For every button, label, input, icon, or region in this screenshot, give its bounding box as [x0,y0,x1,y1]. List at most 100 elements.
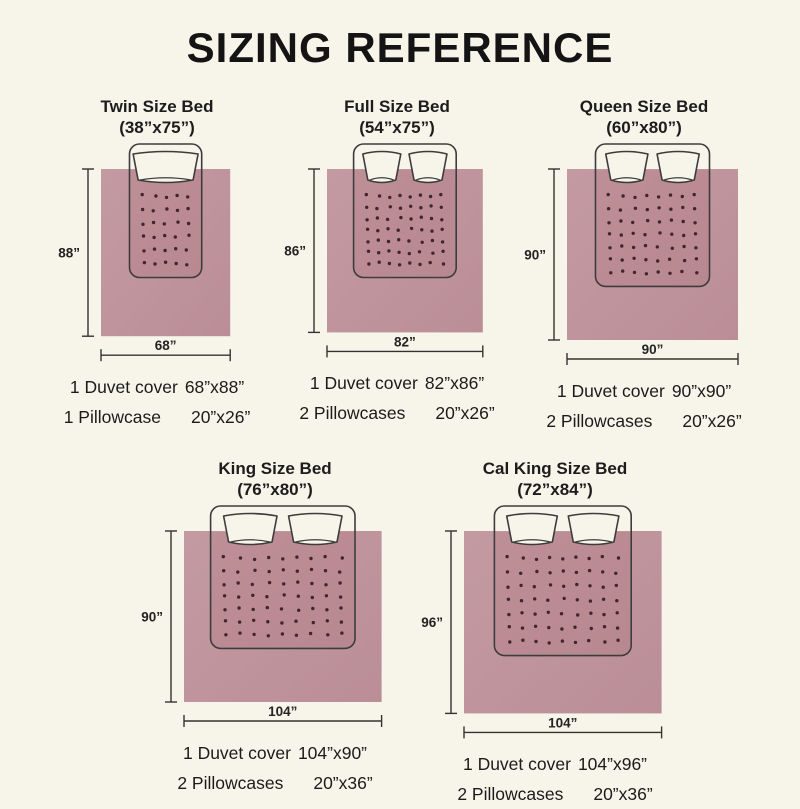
quilt-dot [266,620,270,624]
quilt-dot [251,593,255,597]
pillow-icon [655,150,700,184]
sheet-overlay [495,532,631,655]
duvet-cover-label: 1 Duvet cover [69,377,178,397]
quilt-dot [163,260,167,264]
quilt-dot [397,263,402,267]
quilt-dot [587,568,592,573]
bed-name: Full Size Bed [344,97,450,116]
quilt-dot [265,605,269,610]
quilt-dot [162,248,167,253]
quilt-dot [619,244,623,248]
quilt-dot [398,193,402,198]
quilt-dot [681,244,686,249]
quilt-dot [250,582,254,587]
quilt-dot [620,194,625,198]
pillow-fold-line [663,177,692,181]
quilt-dot [644,272,648,276]
quilt-dot [520,626,525,630]
quilt-dot [547,641,551,645]
quilt-dot [417,250,422,254]
quilt-dot [562,584,566,588]
pillow-icon [567,512,620,546]
quilt-dot [409,226,414,231]
pillow-fold-line [575,539,613,543]
width-dimension [99,349,231,362]
quilt-dot [574,555,578,559]
quilt-dot [408,195,412,199]
bed-mattress-size: (38”x75”) [119,118,195,137]
quilt-dot [440,227,444,231]
pillowcase-label: 1 Pillowcase [63,407,161,427]
quilt-dot [667,271,672,275]
quilt-dot [600,554,604,559]
quilt-dot [267,580,272,585]
quilt-dot [252,618,256,622]
quilt-dot [366,249,371,253]
quilt-dot [325,608,329,612]
quilt-dot [643,243,647,248]
quilt-dot [325,619,329,623]
quilt-dot [614,571,618,575]
quilt-dot [614,583,618,588]
quilt-dot [608,257,612,261]
quilt-dot [375,216,380,220]
quilt-dot [670,246,674,250]
quilt-dot [237,606,241,610]
quilt-dot [616,556,621,560]
quilt-dot [419,206,423,210]
quilt-dot [387,249,391,253]
quilt-dot [682,258,686,263]
quilt-dot [338,581,342,585]
quilt-dot [152,247,156,251]
quilt-dot [607,246,612,250]
width-dimension [326,345,484,358]
quilt-dot [323,569,328,573]
bed-name: Cal King Size Bed [482,459,628,478]
quilt-dot [615,599,619,603]
quilt-dot [397,238,401,242]
quilt-dot [185,206,190,211]
quilt-dot [618,208,622,212]
bed-diagram-svg: 86” 82” [284,143,484,358]
quilt-dot [680,194,684,199]
quilt-dot [693,246,698,250]
quilt-dot [546,598,550,602]
quilt-dot [532,585,536,589]
quilt-dot [340,631,344,635]
quilt-dot [253,568,257,572]
quilt-dot [164,207,169,211]
quilt-dot [520,611,524,615]
pillowcase-size: 20”x26” [190,407,251,427]
quilt-dot [430,238,435,243]
quilt-dot [252,557,257,562]
quilt-dot [396,228,400,232]
bed-item-lines: 1 Duvet cover 90”x90” 2 Pillowcases 20”x… [546,376,741,436]
pillow-icon [362,150,402,184]
quilt-dot [364,192,368,197]
quilt-dot [576,613,580,617]
quilt-dot [236,581,240,585]
quilt-dot [238,556,243,560]
quilt-dot [548,571,552,575]
pillowcase-size: 20”x26” [435,403,495,423]
quilt-dot [162,233,166,238]
quilt-dot [533,612,537,616]
quilt-dot [657,231,662,235]
quilt-dot [645,207,649,212]
quilt-dot [399,215,403,220]
width-dimension-label: 104” [268,704,297,719]
quilt-dot [603,640,607,644]
quilt-dot [656,195,660,199]
bed-mattress-size: (76”x80”) [237,480,313,499]
quilt-dot [140,222,145,226]
quilt-dot [186,233,191,237]
height-dimension-label: 86” [284,244,306,259]
quilt-dot [367,262,371,266]
quilt-dot [222,594,227,598]
quilt-dot [409,204,413,208]
quilt-dot [643,258,648,262]
bed-item-lines: 1 Duvet cover 68”x88” 1 Pillowcase 20”x2… [64,372,251,432]
quilt-dot [615,626,620,630]
height-dimension [81,168,94,337]
quilt-dot [547,625,551,630]
